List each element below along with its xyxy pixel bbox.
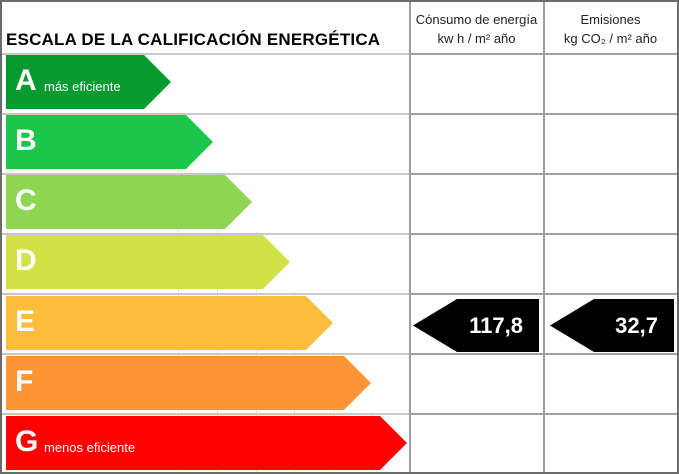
column-divider [543,2,545,472]
rating-letter: D [15,244,37,277]
rating-bar-c: C [6,175,252,229]
consumo-header-title: Cónsumo de energía [415,12,538,27]
emisiones-value: 32,7 [615,313,658,338]
emisiones-header-title: Emisiones [580,12,641,27]
rating-letter: C [15,184,37,217]
rating-letter: E [15,305,36,338]
rating-caption: más eficiente [44,79,121,94]
consumo-value-arrow: 117,8 [413,299,539,352]
rating-letter: A [15,64,37,97]
emisiones-value-arrow: 32,7 [550,299,674,352]
rating-bar-d: D [6,235,290,289]
consumo-value: 117,8 [469,313,523,338]
column-divider [409,2,411,472]
chart-title: ESCALA DE LA CALIFICACIÓN ENERGÉTICA [6,30,381,49]
row-divider [2,53,409,55]
row-divider [409,413,677,415]
row-divider [2,113,409,115]
row-divider [409,173,677,175]
consumo-header: Cónsumo de energía kw h / m² año [410,10,543,48]
row-divider [2,353,409,355]
rating-bar-e: E [6,296,333,350]
rating-letter: F [15,365,34,398]
emisiones-header: Emisiones kg CO₂ / m² año [544,10,677,48]
gridline [178,112,179,472]
row-divider [2,233,409,235]
row-divider [409,113,677,115]
row-divider [2,173,409,175]
rating-letter: G [15,425,39,458]
emisiones-header-unit: kg CO₂ / m² año [563,31,658,46]
row-divider [409,353,677,355]
row-divider [409,53,677,55]
rating-bar-b: B [6,115,213,169]
rating-bar-f: F [6,356,371,410]
row-divider [409,233,677,235]
rating-letter: B [15,124,37,157]
row-divider [2,293,409,295]
gridline [256,232,257,472]
gridline [333,352,334,472]
rating-caption: menos eficiente [44,440,136,455]
row-divider [409,293,677,295]
consumo-header-unit: kw h / m² año [437,31,516,46]
row-divider [2,413,409,415]
